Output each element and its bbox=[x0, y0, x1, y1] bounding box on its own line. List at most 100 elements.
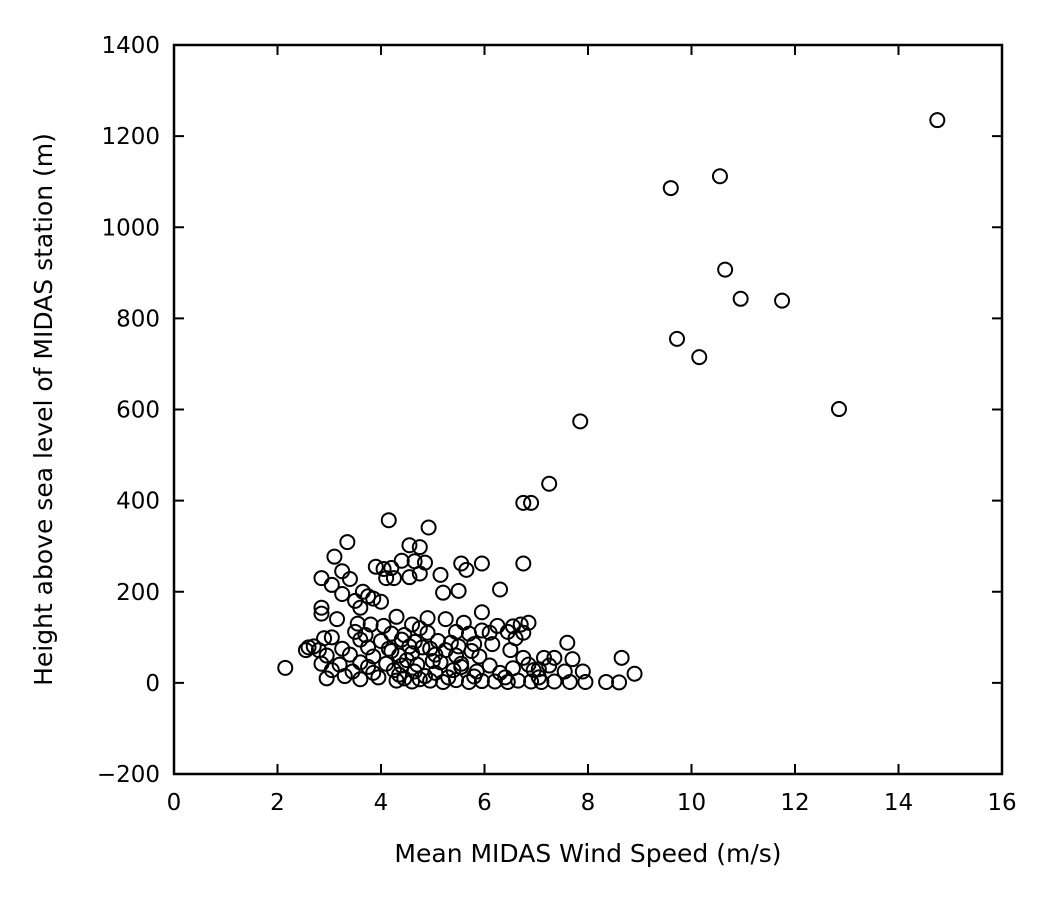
data-point bbox=[365, 590, 382, 607]
data-point bbox=[662, 180, 679, 197]
data-point bbox=[504, 660, 521, 677]
data-point bbox=[385, 662, 402, 679]
data-point bbox=[523, 673, 540, 690]
data-point bbox=[669, 330, 686, 347]
data-point bbox=[416, 668, 433, 685]
x-tick-label: 12 bbox=[780, 790, 809, 816]
x-tick-label: 16 bbox=[987, 790, 1016, 816]
plot-area-frame bbox=[172, 43, 1004, 776]
data-point bbox=[334, 563, 351, 580]
data-point bbox=[352, 599, 369, 616]
x-axis-label: Mean MIDAS Wind Speed (m/s) bbox=[394, 839, 781, 868]
data-point bbox=[435, 584, 452, 601]
data-point bbox=[530, 661, 547, 678]
data-point bbox=[357, 627, 374, 644]
data-point bbox=[450, 582, 467, 599]
data-point bbox=[830, 401, 847, 418]
x-tick-label: 8 bbox=[581, 790, 596, 816]
data-point bbox=[541, 475, 558, 492]
data-point bbox=[398, 652, 415, 669]
data-point bbox=[611, 674, 628, 691]
data-point bbox=[564, 651, 581, 668]
data-point bbox=[318, 647, 335, 664]
data-point bbox=[383, 642, 400, 659]
data-point bbox=[530, 669, 547, 686]
data-point bbox=[458, 561, 475, 578]
data-point bbox=[466, 668, 483, 685]
y-tick-label: 0 bbox=[145, 671, 160, 697]
data-point bbox=[574, 663, 591, 680]
data-point bbox=[515, 494, 532, 511]
data-point bbox=[391, 666, 408, 683]
data-point bbox=[450, 638, 467, 655]
data-point bbox=[424, 653, 441, 670]
data-point bbox=[502, 642, 519, 659]
data-point bbox=[323, 576, 340, 593]
data-point bbox=[497, 669, 514, 686]
data-point bbox=[546, 673, 563, 690]
data-point bbox=[486, 673, 503, 690]
x-tick-label: 0 bbox=[167, 790, 182, 816]
data-point bbox=[313, 599, 330, 616]
data-point bbox=[326, 548, 343, 565]
data-point bbox=[360, 639, 377, 656]
x-tick-label: 6 bbox=[477, 790, 492, 816]
y-axis-label: Height above sea level of MIDAS station … bbox=[29, 133, 58, 686]
data-point bbox=[711, 168, 728, 185]
data-point bbox=[401, 537, 418, 554]
data-point bbox=[297, 642, 314, 659]
data-point bbox=[432, 566, 449, 583]
data-point bbox=[419, 624, 436, 641]
data-point bbox=[448, 672, 465, 689]
data-point bbox=[929, 112, 946, 129]
data-point bbox=[473, 673, 490, 690]
data-point bbox=[409, 656, 426, 673]
data-point bbox=[484, 636, 501, 653]
data-point bbox=[404, 616, 421, 633]
data-point bbox=[313, 570, 330, 587]
data-point bbox=[329, 611, 346, 628]
data-point bbox=[383, 625, 400, 642]
data-point bbox=[341, 570, 358, 587]
y-tick-label: 400 bbox=[116, 489, 160, 515]
data-point bbox=[375, 617, 392, 634]
data-point bbox=[481, 657, 498, 674]
y-tick-label: −200 bbox=[97, 762, 160, 788]
data-point bbox=[774, 292, 791, 309]
data-points bbox=[277, 112, 946, 691]
data-point bbox=[492, 581, 509, 598]
y-tick-label: 1400 bbox=[101, 33, 160, 59]
data-point bbox=[385, 570, 402, 587]
data-point bbox=[453, 658, 470, 675]
y-tick-label: 200 bbox=[116, 580, 160, 606]
data-point bbox=[473, 555, 490, 572]
data-point bbox=[360, 658, 377, 675]
y-tick-label: 1000 bbox=[101, 215, 160, 241]
data-point bbox=[378, 570, 395, 587]
data-point bbox=[318, 670, 335, 687]
data-point bbox=[352, 671, 369, 688]
data-point bbox=[277, 659, 294, 676]
data-point bbox=[411, 565, 428, 582]
data-point bbox=[717, 261, 734, 278]
data-point bbox=[523, 494, 540, 511]
data-point bbox=[401, 569, 418, 586]
data-point bbox=[380, 512, 397, 529]
data-point bbox=[471, 648, 488, 665]
data-point bbox=[561, 673, 578, 690]
data-point bbox=[341, 646, 358, 663]
data-point bbox=[515, 555, 532, 572]
data-point bbox=[541, 657, 558, 674]
data-point bbox=[732, 290, 749, 307]
data-point bbox=[373, 593, 389, 610]
x-tick-label: 2 bbox=[270, 790, 285, 816]
data-point bbox=[419, 610, 436, 627]
data-point bbox=[598, 673, 615, 690]
data-point bbox=[626, 665, 643, 682]
data-point bbox=[572, 413, 589, 430]
data-point bbox=[323, 629, 340, 646]
data-point bbox=[334, 586, 351, 603]
data-point bbox=[422, 640, 439, 657]
